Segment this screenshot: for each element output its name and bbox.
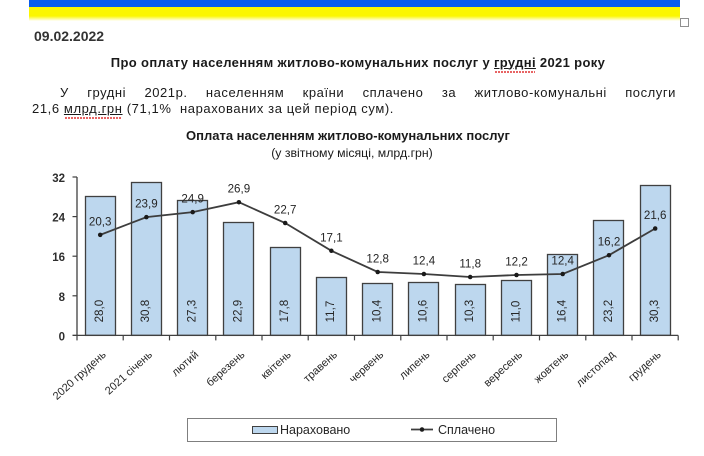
- svg-text:2021 січень: 2021 січень: [103, 349, 155, 398]
- svg-text:11,8: 11,8: [459, 258, 481, 271]
- svg-text:Нараховано: Нараховано: [280, 423, 350, 437]
- svg-text:12,4: 12,4: [551, 255, 574, 268]
- svg-text:16,2: 16,2: [598, 236, 621, 249]
- svg-text:16,4: 16,4: [556, 299, 569, 322]
- svg-text:30,3: 30,3: [648, 300, 661, 323]
- svg-text:22,9: 22,9: [232, 300, 245, 323]
- svg-text:10,6: 10,6: [417, 300, 430, 323]
- svg-text:30,8: 30,8: [139, 300, 152, 323]
- svg-text:12,4: 12,4: [413, 255, 436, 268]
- svg-text:травень: травень: [301, 349, 340, 385]
- svg-text:20,3: 20,3: [89, 215, 112, 228]
- svg-text:17,8: 17,8: [278, 300, 291, 323]
- svg-text:32: 32: [52, 173, 65, 185]
- svg-text:28,0: 28,0: [93, 300, 106, 323]
- svg-text:17,1: 17,1: [320, 231, 343, 244]
- svg-text:10,4: 10,4: [371, 299, 384, 322]
- svg-text:червень: червень: [347, 349, 386, 386]
- svg-text:серпень: серпень: [440, 349, 479, 386]
- svg-text:16: 16: [52, 252, 65, 264]
- svg-text:24,9: 24,9: [181, 193, 204, 206]
- svg-text:Сплачено: Сплачено: [438, 423, 495, 437]
- svg-text:грудень: грудень: [626, 349, 664, 385]
- svg-text:21,6: 21,6: [644, 209, 667, 222]
- svg-text:12,2: 12,2: [505, 256, 528, 269]
- svg-text:23,2: 23,2: [602, 300, 615, 323]
- svg-text:11,0: 11,0: [509, 301, 522, 323]
- svg-text:березень: березень: [204, 349, 247, 390]
- svg-text:11,7: 11,7: [324, 301, 337, 323]
- svg-text:12,8: 12,8: [366, 253, 389, 266]
- svg-text:0: 0: [59, 331, 65, 343]
- svg-text:липень: липень: [397, 349, 432, 382]
- svg-text:24: 24: [52, 213, 65, 225]
- svg-text:квітень: квітень: [259, 349, 294, 382]
- svg-text:27,3: 27,3: [185, 300, 198, 323]
- svg-text:2020 грудень: 2020 грудень: [51, 349, 109, 403]
- svg-text:вересень: вересень: [482, 349, 526, 390]
- svg-text:10,3: 10,3: [463, 300, 476, 323]
- svg-text:жовтень: жовтень: [532, 349, 571, 386]
- svg-text:листопад: листопад: [574, 348, 618, 389]
- svg-text:8: 8: [59, 292, 66, 304]
- svg-text:26,9: 26,9: [228, 183, 251, 196]
- svg-text:22,7: 22,7: [274, 204, 297, 217]
- svg-text:лютий: лютий: [170, 349, 202, 379]
- svg-text:23,9: 23,9: [135, 198, 158, 211]
